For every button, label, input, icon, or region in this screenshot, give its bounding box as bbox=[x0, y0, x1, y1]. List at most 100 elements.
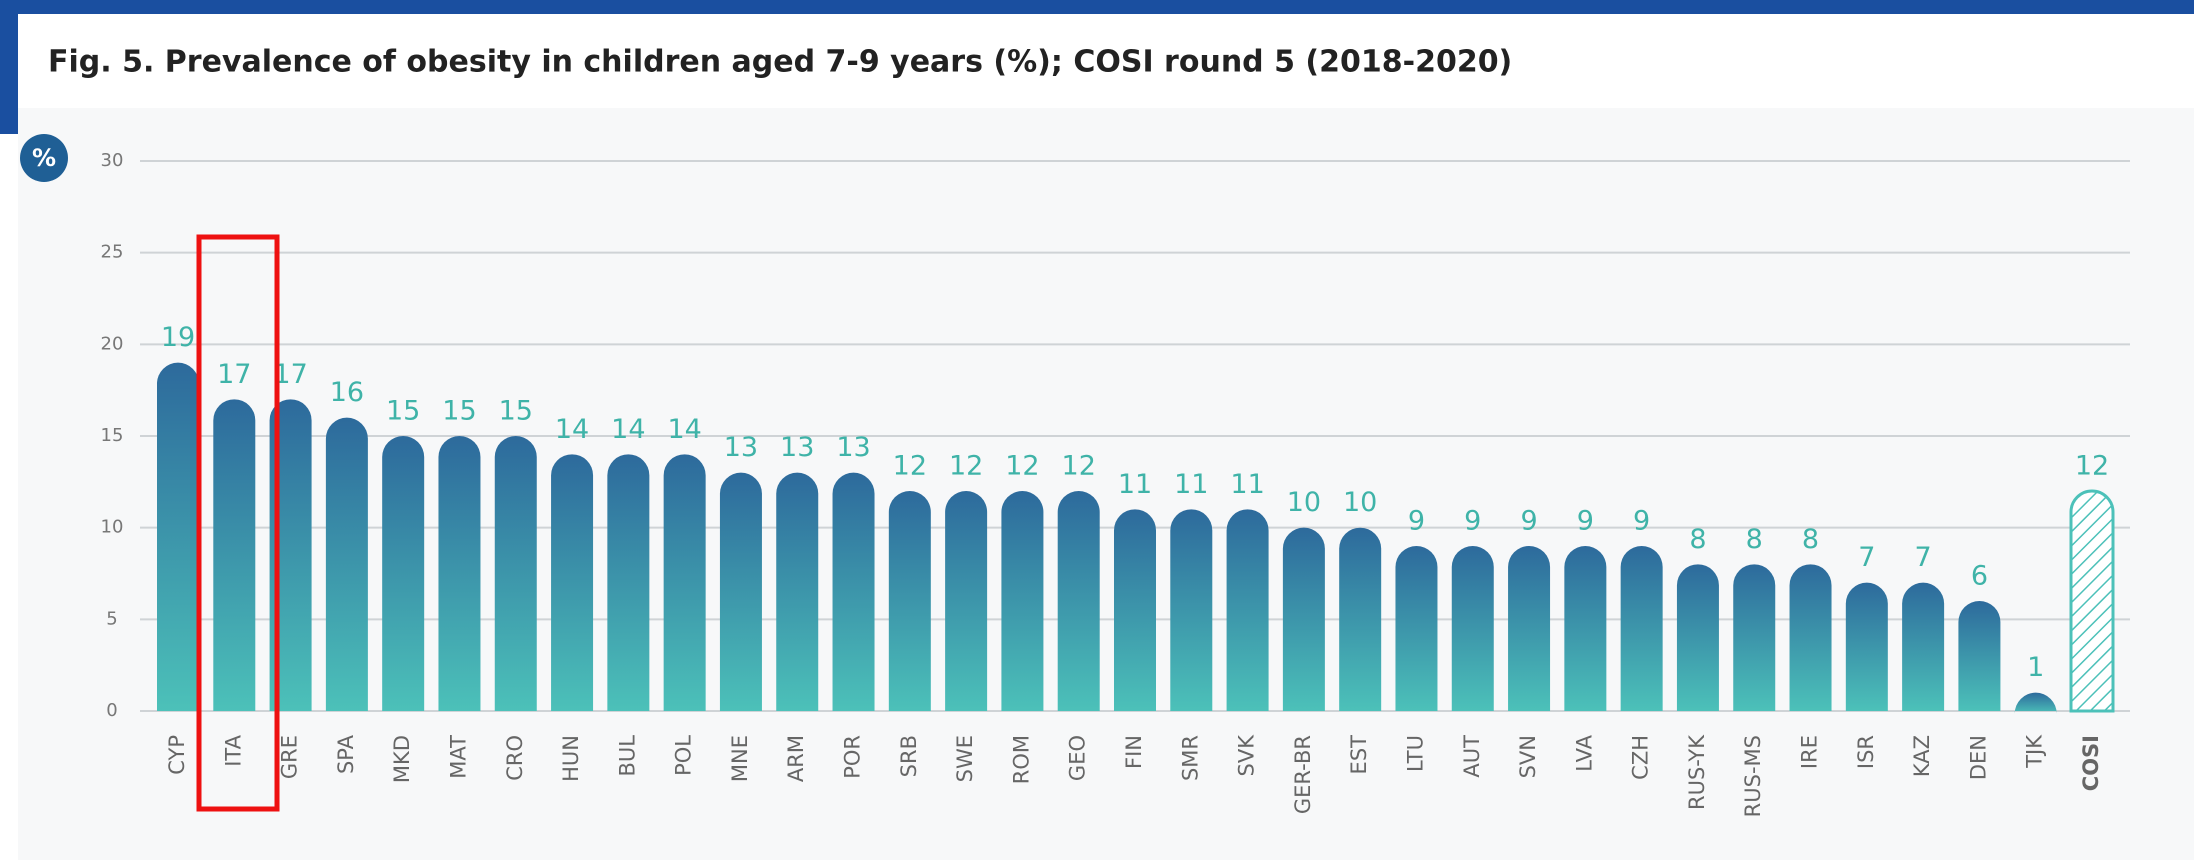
x-tick-label: RUS-YK bbox=[1685, 734, 1709, 810]
x-tick-label: LVA bbox=[1572, 734, 1596, 771]
data-label: 13 bbox=[836, 432, 870, 463]
data-label: 15 bbox=[442, 396, 476, 427]
x-tick-label: GRE bbox=[278, 735, 302, 779]
x-tick-label: GER-BR bbox=[1291, 735, 1315, 814]
data-label: 1 bbox=[2027, 652, 2044, 683]
data-label: 11 bbox=[1118, 469, 1152, 500]
data-label: 10 bbox=[1343, 487, 1377, 518]
bar bbox=[551, 454, 594, 711]
y-tick-label: 15 bbox=[101, 425, 124, 446]
x-tick-label: ROM bbox=[1009, 735, 1033, 784]
bar bbox=[1451, 546, 1494, 711]
x-tick-label: ITA bbox=[221, 734, 245, 766]
bar bbox=[1170, 509, 1213, 711]
bar bbox=[607, 454, 650, 711]
data-label: 16 bbox=[330, 377, 364, 408]
x-tick-label: SWE bbox=[953, 735, 977, 782]
x-tick-label: GEO bbox=[1066, 735, 1090, 781]
x-tick-label: SVK bbox=[1235, 734, 1259, 777]
bar bbox=[1789, 564, 1832, 711]
data-label: 9 bbox=[1464, 506, 1481, 537]
bar bbox=[1902, 582, 1945, 711]
x-tick-label: CYP bbox=[165, 735, 189, 775]
y-tick-label: 5 bbox=[106, 608, 117, 629]
data-label: 11 bbox=[1174, 469, 1208, 500]
bar bbox=[1057, 491, 1100, 711]
top-band bbox=[0, 0, 2194, 14]
x-tick-label: POR bbox=[841, 735, 865, 779]
bar bbox=[1001, 491, 1044, 711]
bar bbox=[1395, 546, 1438, 711]
bar bbox=[213, 399, 256, 711]
bar bbox=[832, 472, 875, 711]
data-label: 10 bbox=[1287, 487, 1321, 518]
bar bbox=[382, 436, 425, 711]
x-tick-label: POL bbox=[672, 735, 696, 776]
data-label: 7 bbox=[1915, 542, 1932, 573]
bar bbox=[888, 491, 931, 711]
bar bbox=[1845, 582, 1888, 711]
bar bbox=[1508, 546, 1551, 711]
data-label: 14 bbox=[611, 414, 645, 445]
bar bbox=[1339, 527, 1382, 711]
bar bbox=[438, 436, 481, 711]
x-tick-label: EST bbox=[1347, 735, 1371, 775]
x-tick-label: SMR bbox=[1178, 735, 1202, 781]
x-tick-label: TJK bbox=[2023, 734, 2047, 769]
data-label: 15 bbox=[386, 396, 420, 427]
bar bbox=[1620, 546, 1663, 711]
x-tick-label: BUL bbox=[615, 735, 639, 777]
bar bbox=[1282, 527, 1325, 711]
x-tick-label: RUS-MS bbox=[1741, 735, 1765, 817]
bar bbox=[663, 454, 706, 711]
bar bbox=[1226, 509, 1269, 711]
y-tick-label: 0 bbox=[106, 700, 117, 721]
data-label: 19 bbox=[161, 322, 195, 353]
x-tick-label: DEN bbox=[1966, 735, 1990, 780]
data-label: 8 bbox=[1746, 524, 1763, 555]
x-tick-label: HUN bbox=[559, 735, 583, 782]
data-label: 11 bbox=[1230, 469, 1264, 500]
x-tick-label: LTU bbox=[1403, 735, 1427, 772]
y-tick-label: 30 bbox=[101, 150, 124, 171]
bar bbox=[1676, 564, 1719, 711]
data-label: 8 bbox=[1802, 524, 1819, 555]
x-tick-label: MAT bbox=[446, 735, 470, 779]
y-axis-label: % bbox=[32, 144, 56, 172]
y-tick-label: 25 bbox=[101, 242, 124, 263]
x-tick-label: AUT bbox=[1460, 735, 1484, 778]
bar bbox=[1958, 601, 2001, 711]
data-label: 14 bbox=[555, 414, 589, 445]
data-label: 12 bbox=[1062, 451, 1096, 482]
data-label: 8 bbox=[1689, 524, 1706, 555]
x-tick-label: SRB bbox=[897, 735, 921, 777]
x-tick-label: MNE bbox=[728, 735, 752, 782]
data-label: 9 bbox=[1577, 506, 1594, 537]
x-tick-label: MKD bbox=[390, 735, 414, 783]
bar bbox=[719, 472, 762, 711]
side-band bbox=[0, 14, 18, 134]
x-tick-label: CZH bbox=[1629, 735, 1653, 780]
bar bbox=[776, 472, 819, 711]
x-tick-label: COSI bbox=[2079, 735, 2103, 791]
chart-title: Fig. 5. Prevalence of obesity in childre… bbox=[48, 45, 1512, 80]
x-tick-label: FIN bbox=[1122, 735, 1146, 769]
x-tick-label: ARM bbox=[784, 735, 808, 782]
x-tick-label: IRE bbox=[1798, 735, 1822, 769]
data-label: 13 bbox=[724, 432, 758, 463]
data-label: 9 bbox=[1633, 506, 1650, 537]
data-label: 15 bbox=[499, 396, 533, 427]
highlight-box bbox=[196, 234, 280, 812]
y-tick-label: 10 bbox=[101, 517, 124, 538]
data-label: 14 bbox=[667, 414, 701, 445]
data-label: 9 bbox=[1408, 506, 1425, 537]
data-label: 6 bbox=[1971, 561, 1988, 592]
data-label: 13 bbox=[780, 432, 814, 463]
bar bbox=[325, 417, 368, 711]
data-label: 17 bbox=[217, 359, 251, 390]
plot-bg bbox=[18, 108, 2194, 860]
bar bbox=[1733, 564, 1776, 711]
bar bbox=[269, 399, 312, 711]
x-tick-label: ISR bbox=[1854, 735, 1878, 769]
